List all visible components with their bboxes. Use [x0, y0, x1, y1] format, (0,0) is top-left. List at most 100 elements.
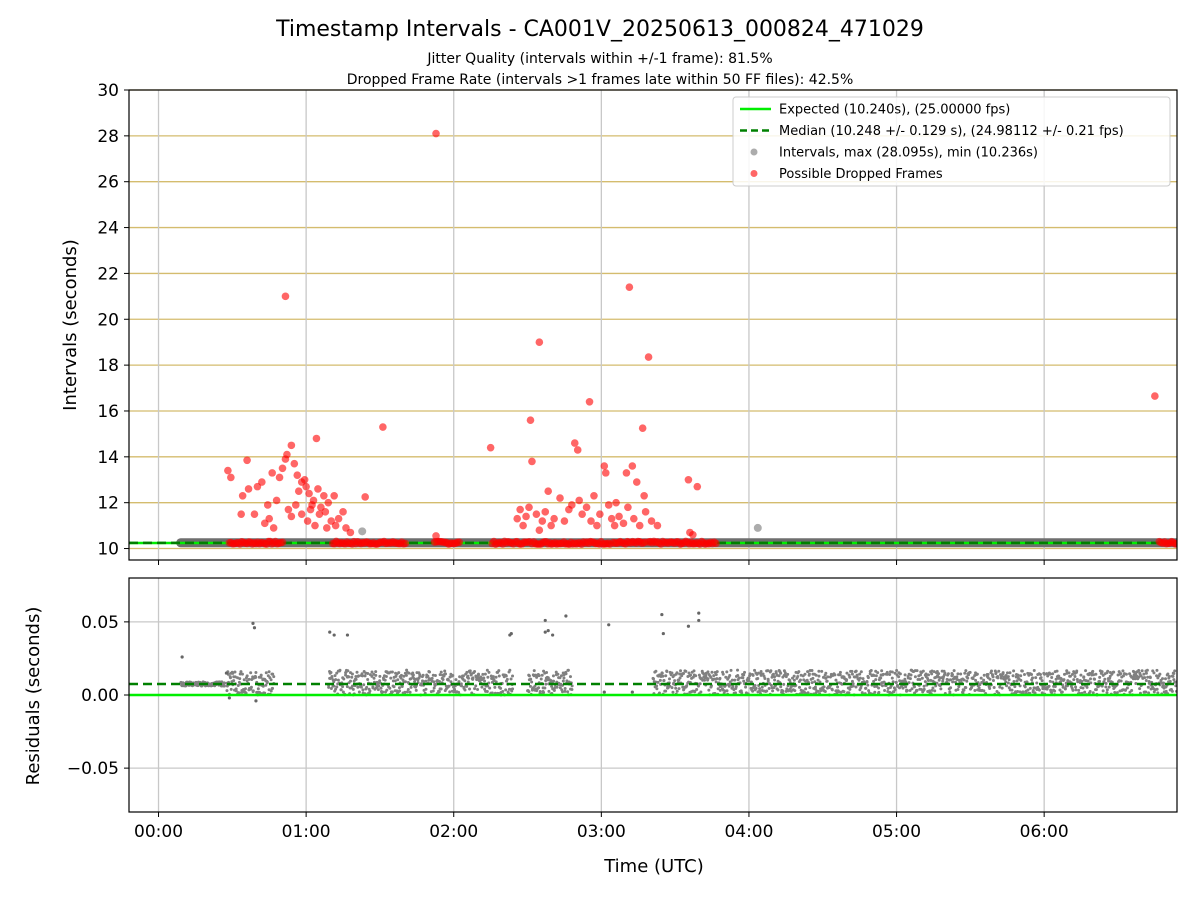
residual-point [920, 676, 924, 680]
residual-point [796, 675, 800, 679]
residual-point [403, 690, 407, 694]
residual-point [1070, 672, 1074, 676]
y-tick-label: 10 [97, 540, 119, 560]
residual-point [820, 669, 824, 673]
dropped-frame-point [556, 494, 564, 502]
residual-point [376, 688, 380, 692]
residual-point [893, 671, 897, 675]
residual-point [481, 672, 485, 676]
residual-point [668, 684, 672, 688]
residual-point [350, 672, 354, 676]
residual-point [1072, 678, 1076, 682]
residual-point [1040, 691, 1044, 695]
dropped-frame-point [237, 510, 245, 518]
residual-point [937, 678, 941, 682]
residual-point [814, 673, 818, 677]
residual-point [753, 684, 757, 688]
residual-point [949, 686, 953, 690]
residual-point [466, 680, 470, 684]
chart-subtitle-jitter: Jitter Quality (intervals within +/-1 fr… [426, 51, 772, 67]
residual-point [897, 675, 901, 679]
residual-point [239, 670, 243, 674]
residual-point [949, 678, 953, 682]
residual-point [833, 673, 837, 677]
residual-point [561, 690, 565, 694]
residual-point [444, 672, 448, 676]
residual-point [363, 674, 367, 678]
residual-point [565, 679, 569, 683]
residual-point [991, 679, 995, 683]
residual-point [490, 691, 494, 695]
residual-point [904, 685, 908, 689]
residual-point [1105, 691, 1109, 695]
residual-point [561, 679, 565, 683]
residual-point [238, 672, 242, 676]
residual-point [733, 691, 737, 695]
residual-point [769, 683, 773, 687]
dropped-frame-point [640, 492, 648, 500]
residual-point [630, 690, 634, 694]
residual-point [602, 690, 606, 694]
residual-point [883, 689, 887, 693]
residual-point [431, 689, 435, 693]
residual-point [1137, 668, 1141, 672]
dropped-frame-point [610, 521, 619, 530]
residual-point [915, 669, 919, 673]
plot-frame [128, 89, 1178, 561]
residual-point [471, 677, 475, 681]
residual-point [341, 685, 345, 689]
residual-point [716, 687, 720, 691]
residual-point [673, 679, 677, 683]
dropped-frame-point [281, 292, 290, 301]
residual-point [334, 687, 338, 691]
legend-entry-label: Intervals, max (28.095s), min (10.236s) [779, 146, 1038, 161]
residual-point [1089, 677, 1093, 681]
residual-point [408, 690, 412, 694]
residual-point [228, 675, 232, 679]
residual-point [272, 675, 276, 679]
residual-point [461, 674, 465, 678]
residual-point [509, 677, 513, 681]
residual-point [851, 684, 855, 688]
residual-point [1082, 675, 1086, 679]
residual-point [664, 689, 668, 693]
residual-point [458, 675, 462, 679]
residual-point [742, 679, 746, 683]
residual-point [441, 678, 445, 682]
residual-point [813, 680, 817, 684]
residual-point [946, 672, 950, 676]
residual-point [978, 683, 982, 687]
residual-point [1152, 690, 1156, 694]
y-tick-label: 28 [97, 127, 119, 147]
dropped-frame-point [275, 473, 284, 482]
residual-point [964, 669, 968, 673]
dropped-frame-point [535, 526, 544, 534]
y-tick-label: 16 [97, 402, 119, 422]
residual-point [986, 672, 990, 676]
residual-point [1050, 676, 1054, 680]
residual-point [1125, 686, 1129, 690]
dropped-frame-point [600, 462, 609, 470]
residual-point [357, 690, 361, 694]
residual-point [1040, 679, 1044, 683]
residual-point [1128, 672, 1132, 676]
residual-point [939, 687, 943, 691]
residual-point [783, 671, 787, 675]
residual-point [494, 675, 498, 679]
y-tick-label: 30 [97, 81, 119, 101]
chart-subtitle-dropped: Dropped Frame Rate (intervals >1 frames … [347, 72, 854, 88]
residual-point [433, 673, 437, 677]
residual-point [237, 691, 241, 695]
dropped-frame-point [582, 503, 591, 512]
dropped-frame-point [486, 443, 495, 452]
residual-point [1026, 688, 1030, 692]
dropped-frame-point [712, 539, 720, 548]
residual-point [332, 633, 336, 637]
residual-point [744, 685, 748, 689]
residual-point [885, 672, 889, 676]
residual-point [1144, 671, 1148, 675]
residual-point [868, 672, 872, 676]
residual-point [566, 690, 570, 694]
residual-point [1142, 672, 1146, 676]
intervals-plot: 10 12 14 16 18 20 22 24 26 28 30 [97, 81, 1178, 565]
